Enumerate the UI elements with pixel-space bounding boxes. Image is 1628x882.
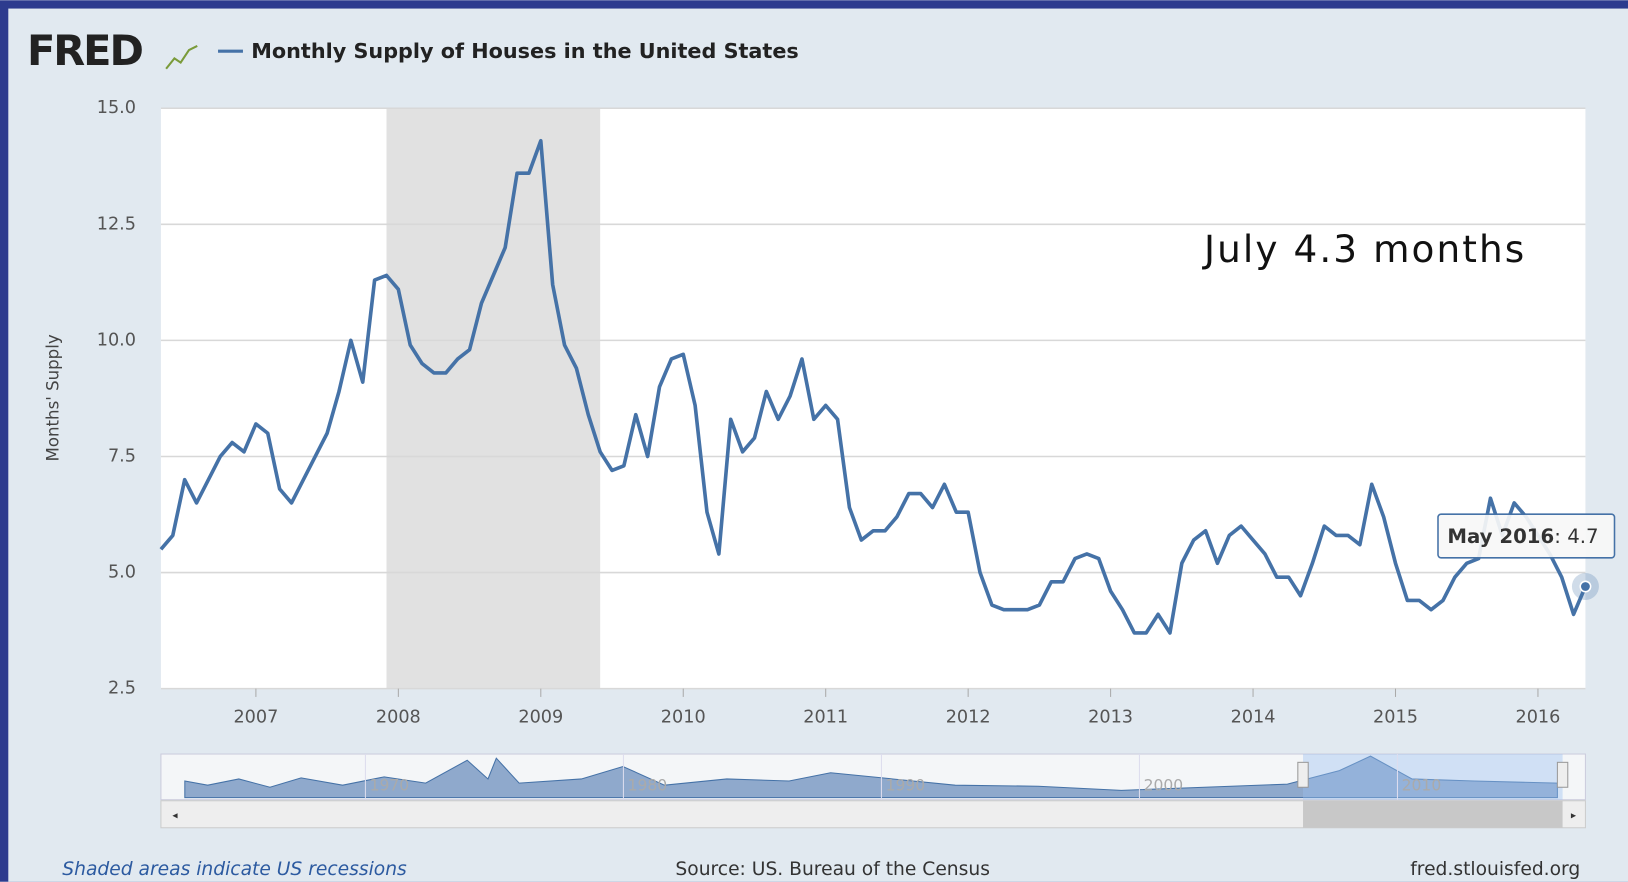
navigator-tick-label: 1970 xyxy=(370,777,410,795)
y-tick-label: 2.5 xyxy=(108,679,136,699)
scroll-left[interactable]: ◂ xyxy=(172,809,178,821)
y-tick-label: 7.5 xyxy=(108,446,136,466)
x-tick-label: 2016 xyxy=(1515,708,1560,728)
x-tick-label: 2010 xyxy=(661,708,706,728)
navigator-selection[interactable] xyxy=(1303,754,1563,800)
y-axis-label: Months' Supply xyxy=(43,334,62,461)
y-tick-label: 10.0 xyxy=(97,330,136,350)
plot-area xyxy=(160,108,1586,689)
tooltip-sep: : xyxy=(1554,525,1567,548)
navigator-tick-label: 1990 xyxy=(886,777,926,795)
tooltip-date: May 2016 xyxy=(1447,525,1554,548)
hover-point xyxy=(1579,580,1592,593)
x-tick-label: 2013 xyxy=(1088,708,1133,728)
x-tick-label: 2007 xyxy=(233,708,278,728)
scroll-right[interactable]: ▸ xyxy=(1571,809,1577,821)
y-tick-label: 5.0 xyxy=(108,563,136,583)
logo: FRED xyxy=(27,26,142,75)
tooltip-value: 4.7 xyxy=(1567,525,1598,548)
navigator-ticks: 1970 1980 1990 2000 2010 xyxy=(364,754,1442,800)
x-tick-label: 2009 xyxy=(518,708,563,728)
navigator-tick-label: 2010 xyxy=(1402,777,1442,795)
site-link[interactable]: fred.stlouisfed.org xyxy=(1410,859,1580,880)
source: Source: US. Bureau of the Census xyxy=(675,859,990,880)
footnote: Shaded areas indicate US recessions xyxy=(62,859,407,880)
x-tick-label: 2015 xyxy=(1373,708,1418,728)
background-layer xyxy=(160,107,1586,690)
navigator-series xyxy=(184,755,1558,799)
navigator-tick-label: 2000 xyxy=(1144,777,1184,795)
tooltip-box xyxy=(1437,513,1616,559)
tooltip-text: May 2016: 4.7 xyxy=(1447,525,1598,548)
navigator-handle[interactable] xyxy=(1297,761,1309,788)
series-line xyxy=(159,138,1588,635)
recession-band xyxy=(386,108,601,689)
annotation: July 4.3 months xyxy=(1202,227,1526,271)
x-tick-label: 2012 xyxy=(946,708,991,728)
logo-icon xyxy=(165,45,198,70)
navigator-tick-label: 1980 xyxy=(628,777,668,795)
x-tick-label: 2014 xyxy=(1231,708,1276,728)
legend-label: Monthly Supply of Houses in the United S… xyxy=(251,39,799,63)
y-tick-label: 15.0 xyxy=(97,98,136,118)
y-tick-label: 12.5 xyxy=(97,214,136,234)
navigator-handle[interactable] xyxy=(1556,761,1569,788)
x-tick-label: 2008 xyxy=(376,708,421,728)
scrollbar-thumb[interactable] xyxy=(1303,800,1563,828)
x-tick-label: 2011 xyxy=(803,708,848,728)
